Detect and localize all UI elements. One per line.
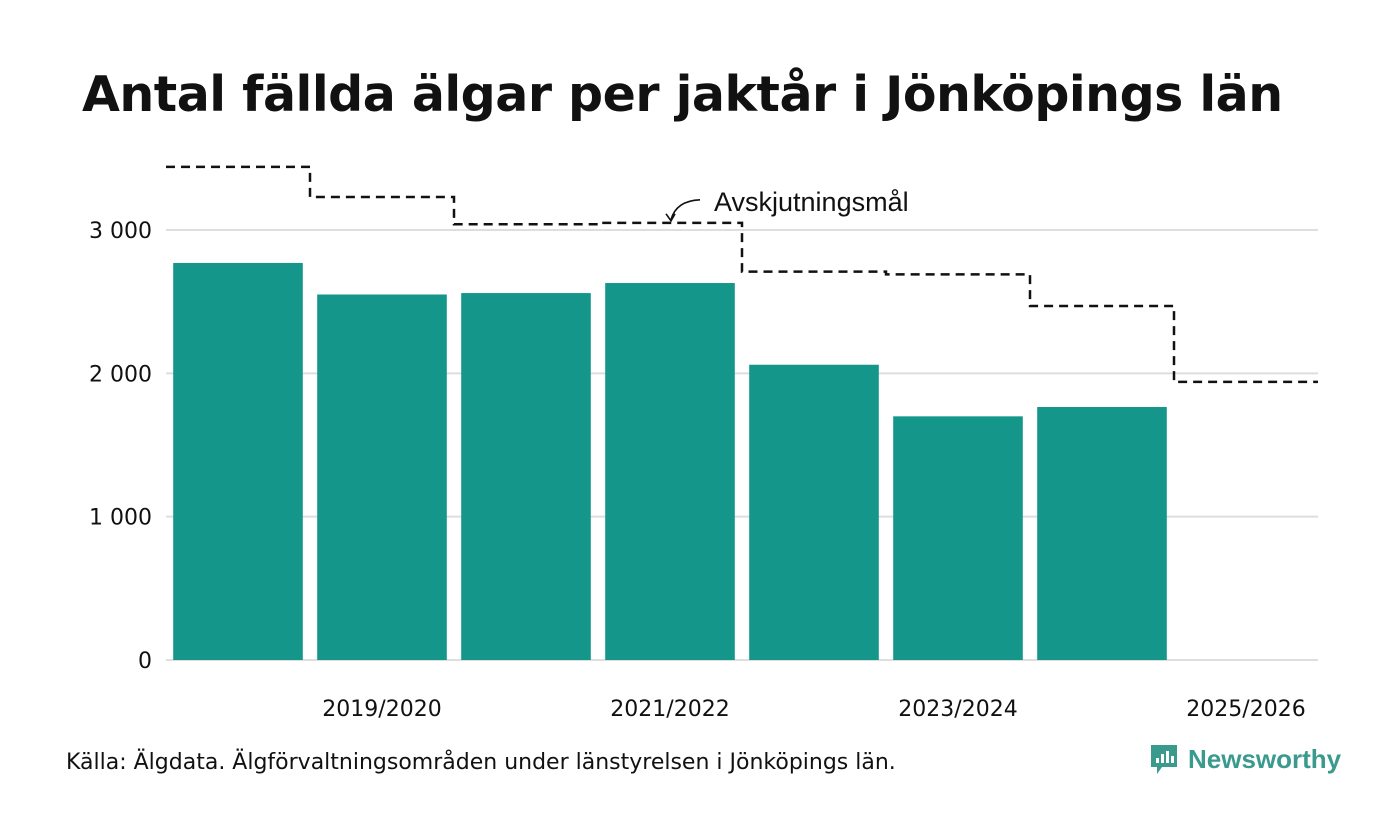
bar-2022-2023 (749, 364, 879, 660)
bar-2018-2019 (173, 262, 303, 660)
annotation-arrow (670, 199, 701, 221)
bar-2020-2021 (461, 293, 591, 660)
x-axis-labels: 2019/2020 2021/2022 2023/2024 2025/2026 (322, 697, 1305, 722)
y-axis-labels: 0 1 000 2 000 3 000 (89, 219, 152, 674)
x-tick-label: 2021/2022 (610, 697, 729, 722)
brand-logo[interactable]: Newsworthy (1148, 742, 1341, 776)
y-tick-label: 3 000 (89, 219, 152, 244)
y-tick-label: 1 000 (89, 506, 152, 531)
y-tick-label: 2 000 (89, 362, 152, 387)
source-note: Källa: Älgdata. Älgförvaltningsområden u… (66, 750, 896, 775)
target-line (166, 165, 1318, 384)
newsworthy-logo-icon (1151, 745, 1177, 774)
x-tick-label: 2023/2024 (898, 697, 1017, 722)
target-line-group: Avskjutningsmål (166, 165, 1318, 384)
bar-2023-2024 (893, 416, 1023, 660)
bar-2024-2025 (1037, 407, 1167, 660)
bars (173, 262, 1167, 660)
target-line-label: Avskjutningsmål (714, 187, 909, 217)
bar-2019-2020 (317, 294, 447, 660)
bar-2021-2022 (605, 283, 735, 660)
x-tick-label: 2019/2020 (322, 697, 441, 722)
annotation-arrowhead (665, 213, 676, 223)
y-tick-label: 0 (138, 649, 152, 674)
chart-title: Antal fällda älgar per jaktår i Jönköpin… (82, 66, 1283, 123)
x-tick-label: 2025/2026 (1186, 697, 1305, 722)
brand-name: Newsworthy (1188, 743, 1342, 774)
